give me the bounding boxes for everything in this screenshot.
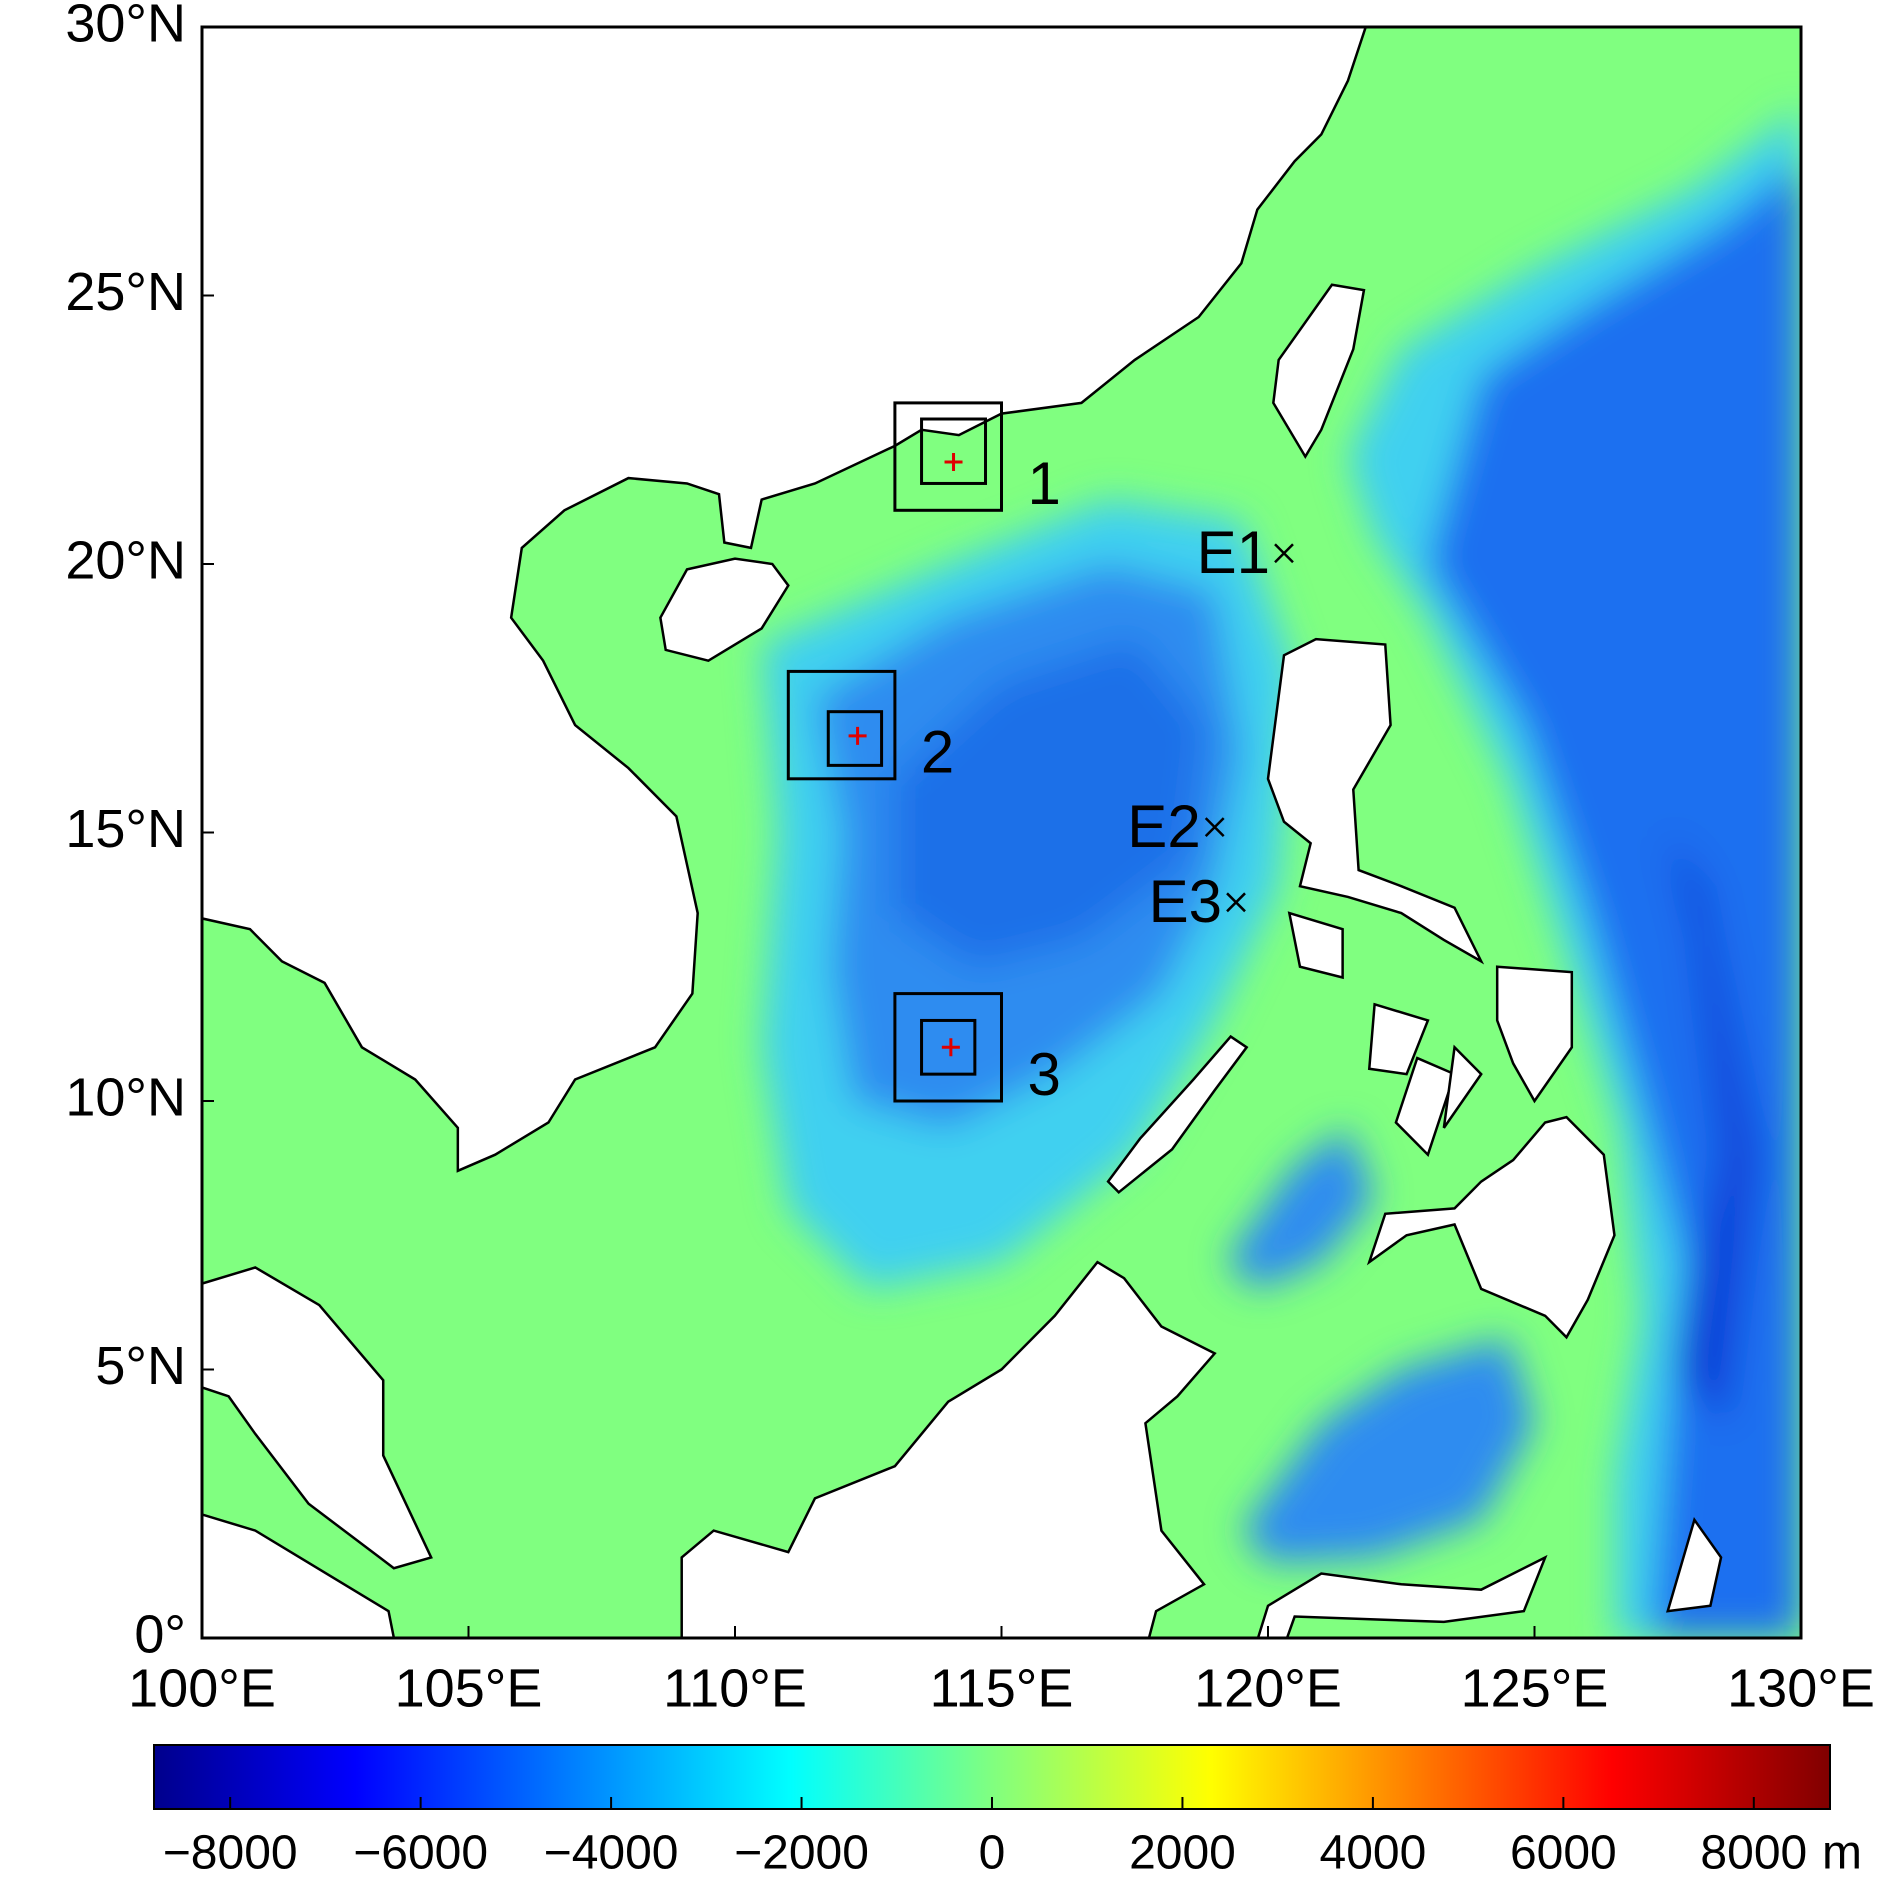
box-outer (786, 669, 897, 781)
station-marker (1204, 817, 1225, 838)
x-tick-label: 105°E (395, 1658, 543, 1718)
land-taiwan (1273, 285, 1364, 457)
box-label: 1 (1028, 450, 1061, 517)
land-borneo (682, 1262, 1215, 1638)
colorbar-tick-label: 8000 (1700, 1827, 1807, 1880)
site-marker (944, 452, 963, 471)
land-sumatra (202, 1514, 405, 1638)
land-panay (1369, 1004, 1428, 1074)
box-inner (920, 1018, 977, 1076)
x-tick-label: 130°E (1727, 1658, 1875, 1718)
colorbar-tick-label: 0 (979, 1827, 1006, 1880)
x-tick-label: 100°E (128, 1658, 276, 1718)
y-tick-label: 0° (134, 1604, 186, 1664)
station-label: E3 (1149, 868, 1222, 935)
x-tick-label: 110°E (663, 1658, 807, 1718)
site-marker (941, 1038, 960, 1057)
box-inner (826, 710, 884, 767)
land-malay-peninsula (202, 1267, 431, 1568)
land-sulawesi (1241, 1557, 1545, 1638)
colorbar-tick-label: −6000 (353, 1827, 488, 1880)
box-outer (893, 401, 1004, 512)
site-marker (848, 726, 867, 745)
land-luzon (1268, 639, 1481, 961)
land-palawan (1108, 1037, 1247, 1193)
land-hainan (660, 559, 788, 661)
y-tick-label: 20°N (65, 530, 186, 590)
y-tick-label: 15°N (65, 799, 186, 859)
land-mindanao (1369, 1117, 1614, 1337)
land-samar-leyte (1497, 967, 1572, 1101)
y-tick-label: 25°N (65, 262, 186, 322)
station-label: E2 (1127, 793, 1200, 860)
x-tick-label: 115°E (930, 1658, 1074, 1718)
box-label: 2 (921, 719, 954, 786)
y-tick-label: 10°N (65, 1067, 186, 1127)
colorbar-tick-label: 4000 (1320, 1827, 1427, 1880)
bathymetry (761, 107, 1801, 1638)
land-negros (1396, 1058, 1455, 1155)
colorbar-tick-label: −2000 (734, 1827, 869, 1880)
y-tick-label: 30°N (65, 0, 186, 53)
colorbar-tick-label: −4000 (544, 1827, 679, 1880)
box-inner (920, 417, 988, 485)
station-marker (1226, 892, 1246, 913)
box-label: 3 (1028, 1041, 1061, 1108)
station-marker (1274, 543, 1294, 564)
box-outer (893, 992, 1004, 1103)
colorbar-tick-label: 6000 (1510, 1827, 1617, 1880)
land-mindoro (1289, 913, 1342, 977)
map-area (202, 27, 1801, 1638)
land-halmahera (1668, 1520, 1721, 1611)
y-tick-label: 5°N (95, 1336, 186, 1396)
land-cebu (1444, 1047, 1481, 1128)
station-label: E1 (1197, 519, 1270, 586)
geography (202, 27, 1801, 1638)
colorbar-tick-label: 2000 (1129, 1827, 1236, 1880)
colorbar-tick-label: −8000 (163, 1827, 298, 1880)
colorbar-unit: m (1822, 1827, 1862, 1880)
land-mainland (202, 27, 1375, 1171)
x-tick-label: 120°E (1194, 1658, 1342, 1718)
x-tick-label: 125°E (1461, 1658, 1609, 1718)
